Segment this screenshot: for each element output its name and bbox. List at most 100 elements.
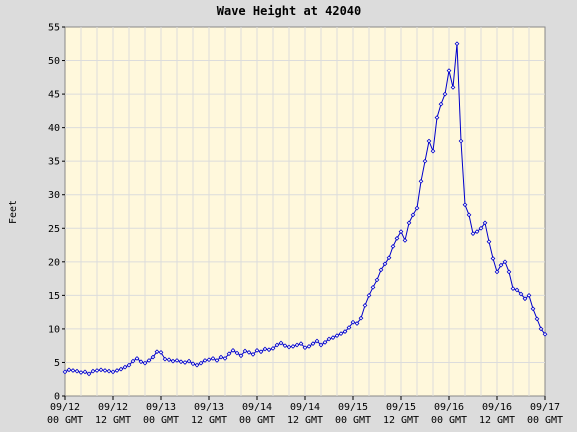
x-tick-time: 12 GMT [95, 415, 131, 426]
data-point [474, 229, 480, 234]
data-point [278, 340, 284, 346]
data-point [242, 348, 248, 354]
data-point [258, 349, 264, 355]
data-point [458, 138, 464, 144]
data-point [182, 360, 188, 365]
data-point [222, 356, 228, 361]
data-point [198, 360, 204, 366]
data-point [202, 358, 208, 363]
data-point [394, 235, 400, 241]
data-point [502, 259, 508, 265]
data-point [334, 333, 340, 338]
data-point [262, 346, 268, 352]
data-point [434, 115, 440, 120]
y-tick-label: 45 [48, 90, 60, 101]
data-point [454, 41, 460, 47]
data-point [118, 366, 124, 372]
data-point [146, 358, 152, 363]
y-tick-label: 15 [48, 291, 60, 302]
data-point [342, 329, 348, 334]
data-point [290, 343, 296, 349]
data-point [314, 338, 320, 344]
y-axis-ticks: 0 5 10 15 20 25 30 35 40 45 50 55 [48, 23, 65, 403]
data-point [70, 368, 76, 373]
data-point [226, 351, 232, 357]
data-point [74, 368, 80, 374]
data-point [218, 354, 224, 360]
data-point [126, 362, 132, 368]
x-tick-date: 09/14 [290, 402, 320, 413]
data-point [62, 369, 68, 375]
x-tick-time: 00 GMT [431, 415, 467, 426]
data-point [170, 358, 176, 364]
y-axis-label: Feet [8, 200, 19, 224]
x-tick-date: 09/16 [482, 402, 512, 413]
x-tick-date: 09/13 [194, 402, 224, 413]
data-point [134, 356, 140, 361]
y-tick-label: 40 [48, 123, 60, 134]
x-tick-date: 09/12 [50, 402, 80, 413]
data-point [398, 229, 404, 234]
data-point [386, 255, 392, 261]
data-point [522, 296, 528, 302]
data-point [338, 331, 344, 336]
x-tick-date: 09/16 [434, 402, 464, 413]
grid-lines [65, 27, 545, 396]
data-point [526, 292, 532, 298]
data-point [110, 369, 116, 375]
data-point [426, 138, 432, 144]
x-axis-ticks: 09/12 00 GMT 09/12 12 GMT 09/13 00 GMT 09/13 12… [47, 396, 563, 426]
data-point [274, 342, 280, 348]
data-point [190, 361, 196, 367]
x-tick-time: 12 GMT [191, 415, 227, 426]
x-tick-date: 09/15 [386, 402, 416, 413]
data-point [346, 325, 352, 330]
data-point [246, 350, 252, 355]
data-point [542, 331, 548, 337]
data-point [234, 350, 240, 356]
data-point [194, 362, 200, 368]
data-point [186, 358, 192, 364]
data-point [378, 267, 384, 273]
data-point [450, 85, 456, 90]
data-point [406, 220, 412, 226]
data-point [418, 178, 424, 184]
data-point [370, 284, 376, 290]
data-point [410, 212, 416, 218]
data-point [494, 269, 500, 275]
data-point [178, 359, 184, 365]
data-point [374, 277, 380, 283]
x-tick-date: 09/17 [530, 402, 560, 413]
y-tick-label: 50 [48, 56, 60, 67]
data-point [254, 348, 260, 353]
data-point [298, 341, 304, 347]
data-point [390, 244, 396, 249]
data-point [106, 368, 112, 374]
data-point [130, 358, 136, 364]
data-point [210, 356, 216, 361]
x-tick-time: 12 GMT [383, 415, 419, 426]
x-tick-time: 00 GMT [143, 415, 179, 426]
data-point [506, 269, 512, 275]
data-point [538, 326, 544, 332]
y-tick-label: 55 [48, 23, 60, 34]
data-point [486, 239, 492, 245]
data-point [158, 350, 164, 355]
data-point [174, 358, 180, 363]
data-point [86, 371, 92, 377]
data-point [354, 321, 360, 326]
data-point [510, 286, 516, 292]
y-tick-label: 25 [48, 224, 60, 235]
data-point [82, 369, 88, 375]
data-point [294, 342, 300, 348]
data-point [498, 262, 504, 268]
data-point [230, 348, 236, 353]
y-tick-label: 20 [48, 257, 60, 268]
data-point [358, 315, 364, 321]
data-point [514, 287, 520, 293]
data-point [78, 370, 84, 375]
x-tick-date: 09/13 [146, 402, 176, 413]
data-point [482, 220, 488, 226]
data-point [238, 353, 244, 359]
